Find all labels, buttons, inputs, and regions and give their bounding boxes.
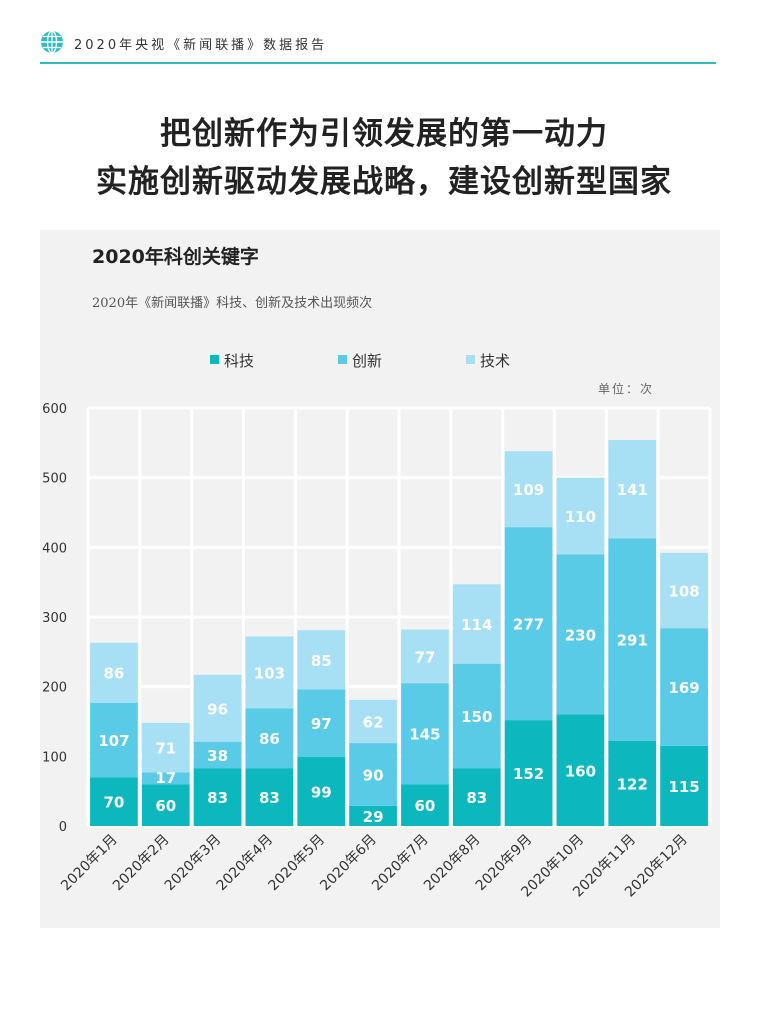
report-header: 2020年央视《新闻联播》数据报告 <box>40 28 716 64</box>
y-tick-label-3: 300 <box>42 611 67 626</box>
legend-swatch-1 <box>338 355 347 364</box>
bar-segment-3-1 <box>245 708 294 769</box>
data-label-5-1: 90 <box>363 766 384 784</box>
stacked-bar-chart: 010020030040050060070107862020年1月6017712… <box>42 402 712 900</box>
headline-line-2: 实施创新驱动发展战略，建设创新型国家 <box>96 164 672 200</box>
y-tick-label-2: 200 <box>42 681 67 696</box>
bar-segment-11-0 <box>660 745 708 826</box>
bar-segment-11-1 <box>660 628 708 746</box>
bar-segment-2-2 <box>193 674 242 742</box>
legend-swatch-2 <box>466 355 475 364</box>
data-label-4-2: 85 <box>311 652 332 670</box>
chart-panel: 2020年科创关键字 2020年《新闻联播》科技、创新及技术出现频次 科技 创新… <box>40 230 720 928</box>
bar-segment-1-0 <box>141 784 190 826</box>
legend-label-0: 科技 <box>224 352 255 370</box>
bar-segment-4-0 <box>297 757 346 826</box>
y-tick-label-4: 400 <box>42 541 67 556</box>
bar-segment-11-2 <box>660 552 708 629</box>
data-label-9-1: 230 <box>565 626 596 644</box>
data-label-9-2: 110 <box>565 508 596 526</box>
bar-segment-2-1 <box>193 741 242 769</box>
data-label-2-2: 96 <box>207 700 228 718</box>
data-label-10-2: 141 <box>617 481 648 499</box>
y-tick-label-5: 500 <box>42 472 67 487</box>
bar-segment-7-1 <box>452 663 501 769</box>
bar-segment-8-0 <box>504 720 553 826</box>
bar-segment-9-0 <box>556 714 605 826</box>
data-label-7-0: 83 <box>466 789 487 807</box>
globe-icon <box>41 30 63 54</box>
bar-segment-1-2 <box>141 722 190 773</box>
data-label-8-1: 277 <box>513 616 544 634</box>
data-label-4-0: 99 <box>311 784 332 802</box>
legend-label-1: 创新 <box>352 352 383 370</box>
data-label-3-1: 86 <box>259 730 280 748</box>
data-label-0-2: 86 <box>103 665 124 683</box>
bar-segment-4-1 <box>297 689 346 758</box>
bar-segment-6-2 <box>401 629 449 684</box>
bar-segment-9-2 <box>556 477 605 555</box>
data-label-3-2: 103 <box>254 664 285 682</box>
data-label-5-2: 62 <box>363 714 384 732</box>
report-title: 2020年央视《新闻联播》数据报告 <box>74 38 328 53</box>
bar-segment-0-1 <box>90 702 138 778</box>
bar-segment-10-2 <box>608 440 657 539</box>
chart-subtitle: 2020年《新闻联播》科技、创新及技术出现频次 <box>92 296 373 311</box>
data-label-1-1: 17 <box>155 769 176 787</box>
y-tick-label-6: 600 <box>42 402 67 417</box>
data-label-11-1: 169 <box>668 679 699 697</box>
data-label-8-0: 152 <box>513 765 544 783</box>
data-label-7-2: 114 <box>461 616 492 634</box>
bar-segment-3-0 <box>245 768 294 826</box>
bar-segment-1-1 <box>141 772 190 785</box>
data-label-2-0: 83 <box>207 789 228 807</box>
bar-segment-7-0 <box>452 768 501 826</box>
bar-segment-5-0 <box>349 805 397 826</box>
data-label-10-0: 122 <box>617 776 648 794</box>
data-label-0-0: 70 <box>103 794 124 812</box>
data-label-0-1: 107 <box>98 732 129 750</box>
header-divider <box>40 62 716 64</box>
data-label-1-2: 71 <box>155 740 176 758</box>
bar-segment-0-0 <box>90 777 138 826</box>
data-label-7-1: 150 <box>461 708 492 726</box>
bar-segment-5-2 <box>349 699 397 744</box>
data-label-3-0: 83 <box>259 789 280 807</box>
data-label-6-2: 77 <box>414 648 435 666</box>
unit-label: 单位：次 <box>598 382 655 396</box>
bar-segment-10-0 <box>608 741 657 826</box>
bar-segment-0-2 <box>90 642 138 703</box>
data-label-6-0: 60 <box>414 797 435 815</box>
data-label-10-1: 291 <box>617 632 648 650</box>
bar-segment-6-1 <box>401 683 449 785</box>
data-label-8-2: 109 <box>513 481 544 499</box>
y-tick-label-1: 100 <box>42 750 67 765</box>
bar-segment-3-2 <box>245 636 294 709</box>
bar-segment-6-0 <box>401 784 449 826</box>
bar-segment-7-2 <box>452 584 501 664</box>
data-label-4-1: 97 <box>311 715 332 733</box>
data-label-5-0: 29 <box>363 808 384 826</box>
data-label-11-0: 115 <box>668 778 699 796</box>
bar-segment-2-0 <box>193 768 242 826</box>
bar-segment-10-1 <box>608 538 657 742</box>
bar-segment-8-1 <box>504 527 553 721</box>
data-label-9-0: 160 <box>565 762 596 780</box>
data-label-2-1: 38 <box>207 747 228 765</box>
bar-segment-9-1 <box>556 554 605 715</box>
legend-swatch-0 <box>210 355 219 364</box>
bar-segment-8-2 <box>504 451 553 528</box>
y-tick-label-0: 0 <box>59 820 67 835</box>
legend-label-2: 技术 <box>480 352 511 370</box>
data-label-11-2: 108 <box>668 583 699 601</box>
data-label-6-1: 145 <box>409 726 440 744</box>
headline-line-1: 把创新作为引领发展的第一动力 <box>160 116 608 152</box>
chart-title: 2020年科创关键字 <box>92 246 259 268</box>
data-label-1-0: 60 <box>155 797 176 815</box>
bar-segment-5-1 <box>349 743 397 806</box>
bar-segment-4-2 <box>297 630 346 690</box>
